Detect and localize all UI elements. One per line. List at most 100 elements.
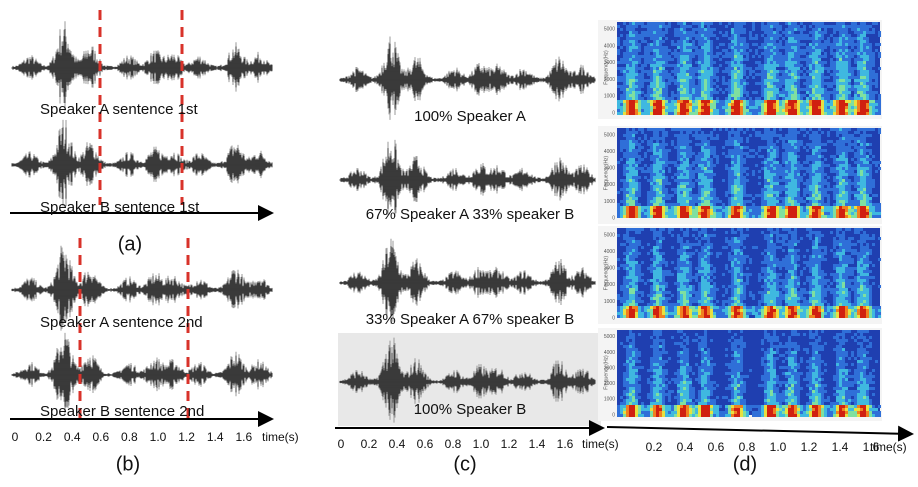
spectrogram-cell bbox=[656, 197, 659, 200]
spectrogram-cell bbox=[809, 176, 812, 179]
spectrogram-cell bbox=[773, 176, 776, 179]
spectrogram-cell bbox=[860, 76, 863, 79]
spectrogram-cell bbox=[707, 43, 710, 46]
spectrogram-cell bbox=[716, 46, 719, 49]
spectrogram-cell bbox=[791, 200, 794, 203]
spectrogram-cell bbox=[629, 137, 632, 140]
spectrogram-cell bbox=[665, 212, 668, 215]
spectrogram-cell bbox=[680, 128, 683, 131]
spectrogram-cell bbox=[689, 55, 692, 58]
spectrogram-cell bbox=[851, 40, 854, 43]
spectrogram-cell bbox=[821, 161, 824, 164]
spectrogram-cell bbox=[638, 49, 641, 52]
spectrogram-cell bbox=[812, 61, 815, 64]
spectrogram-cell bbox=[821, 82, 824, 85]
spectrogram-cell bbox=[632, 228, 635, 231]
spectrogram-cell bbox=[701, 164, 704, 167]
spectrogram-cell bbox=[743, 58, 746, 61]
spectrogram-cell bbox=[851, 43, 854, 46]
spectrogram-cell bbox=[836, 61, 839, 64]
spectrogram-cell bbox=[815, 152, 818, 155]
spectrogram-cell bbox=[641, 309, 644, 312]
spectrogram-cell bbox=[749, 212, 752, 215]
spectrogram-cell bbox=[875, 100, 878, 103]
spectrogram-cell bbox=[737, 67, 740, 70]
spectrogram-cell bbox=[872, 106, 875, 109]
spectrogram-cell bbox=[725, 143, 728, 146]
spectrogram-cell bbox=[788, 88, 791, 91]
spectrogram-cell bbox=[626, 246, 629, 249]
spectrogram-cell bbox=[677, 34, 680, 37]
spectrogram-cell bbox=[764, 43, 767, 46]
spectrogram-cell bbox=[719, 103, 722, 106]
spectrogram-cell bbox=[698, 28, 701, 31]
spectrogram-cell bbox=[758, 97, 761, 100]
spectrogram-cell bbox=[638, 206, 641, 209]
spectrogram-cell bbox=[782, 158, 785, 161]
spectrogram-cell bbox=[623, 40, 626, 43]
spectrogram-cell bbox=[770, 143, 773, 146]
spectrogram-cell bbox=[863, 140, 866, 143]
spectrogram-cell bbox=[653, 173, 656, 176]
spectrogram-cell bbox=[662, 203, 665, 206]
spectrogram-cell bbox=[701, 37, 704, 40]
spectrogram-cell bbox=[809, 70, 812, 73]
spectrogram-cell bbox=[827, 85, 830, 88]
spectrogram-cell bbox=[857, 155, 860, 158]
spectrogram-cell bbox=[623, 43, 626, 46]
spectrogram-cell bbox=[665, 55, 668, 58]
spectrogram-cell bbox=[692, 234, 695, 237]
spectrogram-cell bbox=[650, 43, 653, 46]
spectrogram-cell bbox=[680, 188, 683, 191]
spectrogram-cell bbox=[737, 252, 740, 255]
spectrogram-cell bbox=[701, 315, 704, 318]
spectrogram-cell bbox=[821, 167, 824, 170]
spectrogram-cell bbox=[734, 43, 737, 46]
spectrogram-cell bbox=[644, 112, 647, 115]
spectrogram-cell bbox=[857, 167, 860, 170]
spectrogram-cell bbox=[629, 43, 632, 46]
spectrogram-cell bbox=[680, 240, 683, 243]
spectrogram-cell bbox=[713, 215, 716, 218]
spectrogram-cell bbox=[791, 49, 794, 52]
spectrogram-cell bbox=[773, 73, 776, 76]
spectrogram-cell bbox=[818, 176, 821, 179]
spectrogram-cell bbox=[797, 94, 800, 97]
spectrogram-cell bbox=[734, 91, 737, 94]
spectrogram-cell bbox=[755, 61, 758, 64]
spectrogram-cell bbox=[671, 234, 674, 237]
spectrogram-cell bbox=[839, 106, 842, 109]
spectrogram-cell bbox=[638, 273, 641, 276]
spectrogram-cell bbox=[623, 88, 626, 91]
spectrogram-cell bbox=[737, 52, 740, 55]
spectrogram-cell bbox=[656, 146, 659, 149]
spectrogram-cell bbox=[653, 294, 656, 297]
spectrogram-cell bbox=[767, 94, 770, 97]
spectrogram-cell bbox=[665, 300, 668, 303]
spectrogram-cell bbox=[863, 34, 866, 37]
spectrogram-cell bbox=[797, 70, 800, 73]
spectrogram-cell bbox=[866, 173, 869, 176]
spectrogram-cell bbox=[719, 88, 722, 91]
spectrogram-y-tick: 0 bbox=[612, 110, 615, 116]
spectrogram-cell bbox=[812, 28, 815, 31]
spectrogram-cell bbox=[665, 176, 668, 179]
spectrogram-cell bbox=[737, 158, 740, 161]
spectrogram-cell bbox=[719, 112, 722, 115]
spectrogram-cell bbox=[764, 76, 767, 79]
spectrogram-cell bbox=[794, 112, 797, 115]
spectrogram-cell bbox=[632, 243, 635, 246]
spectrogram-cell bbox=[791, 43, 794, 46]
spectrogram-cell bbox=[710, 215, 713, 218]
spectrogram-cell bbox=[776, 197, 779, 200]
spectrogram-cell bbox=[776, 188, 779, 191]
spectrogram-cell bbox=[695, 215, 698, 218]
spectrogram-cell bbox=[686, 267, 689, 270]
spectrogram-cell bbox=[851, 85, 854, 88]
spectrogram-cell bbox=[758, 134, 761, 137]
spectrogram-cell bbox=[734, 140, 737, 143]
spectrogram-cell bbox=[743, 291, 746, 294]
spectrogram-cell bbox=[785, 170, 788, 173]
spectrogram-cell bbox=[653, 97, 656, 100]
spectrogram-cell bbox=[794, 49, 797, 52]
